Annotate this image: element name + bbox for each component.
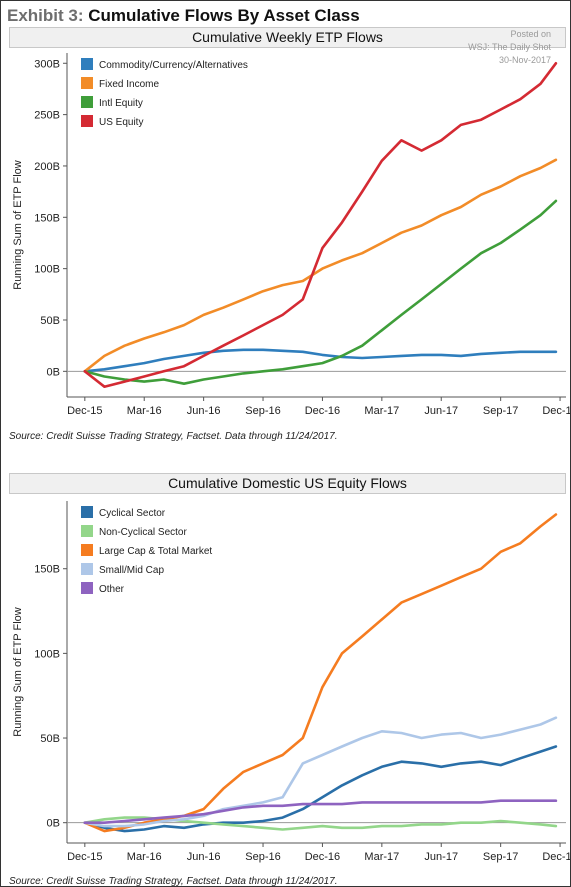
chart1-legend-label: US Equity bbox=[99, 117, 143, 128]
chart2-x-tick-label: Sep-16 bbox=[245, 851, 280, 863]
chart1-y-tick-label: 100B bbox=[34, 264, 60, 276]
chart1-x-tick-label: Dec-15 bbox=[67, 405, 102, 417]
chart1-x-tick-label: Sep-17 bbox=[483, 405, 518, 417]
chart2-x-tick-label: Dec-16 bbox=[305, 851, 340, 863]
chart1-source: Source: Credit Suisse Trading Strategy, … bbox=[9, 431, 338, 442]
chart1-y-tick-label: 250B bbox=[34, 110, 60, 122]
chart2-plot: 0B 50B 100B 150B Dec-15 Mar-16 Jun-16 Sep-16 Dec… bbox=[12, 501, 570, 863]
watermark: Posted on WSJ: The Daily Shot 30-Nov-201… bbox=[431, 28, 551, 67]
chart2-x-tick-label: Mar-17 bbox=[364, 851, 399, 863]
chart1-legend-swatch bbox=[81, 58, 93, 70]
chart2-series-cyclical-sector bbox=[83, 745, 558, 833]
chart2-source: Source: Credit Suisse Trading Strategy, … bbox=[9, 876, 338, 887]
exhibit-title: Cumulative Flows By Asset Class bbox=[88, 6, 360, 25]
chart1-x-tick-label: Jun-16 bbox=[187, 405, 221, 417]
chart2-y-tick-label: 150B bbox=[34, 564, 60, 576]
chart2-legend-swatch bbox=[81, 582, 93, 594]
chart2-x-tick-label: Jun-16 bbox=[187, 851, 221, 863]
chart1-x-tick-label: Jun-17 bbox=[424, 405, 458, 417]
chart1-x-tick-label: Dec-17 bbox=[542, 405, 570, 417]
chart2-legend-label: Small/Mid Cap bbox=[99, 565, 164, 576]
chart1-title: Cumulative Weekly ETP Flows bbox=[9, 27, 566, 48]
chart1-series-us-equity bbox=[83, 61, 558, 389]
chart1-y-tick-label: 50B bbox=[40, 315, 60, 327]
chart1-series-commodity-currency-alternatives bbox=[83, 348, 558, 373]
chart1-legend-label: Fixed Income bbox=[99, 79, 159, 90]
chart2-legend-label: Other bbox=[99, 584, 125, 595]
chart1-y-tick-label: 300B bbox=[34, 58, 60, 70]
chart2-x-tick-label: Sep-17 bbox=[483, 851, 518, 863]
chart2-series-other bbox=[83, 799, 558, 825]
chart1-series-intl-equity bbox=[83, 199, 558, 386]
chart1-y-axis-title: Running Sum of ETP Flow bbox=[12, 160, 24, 289]
chart2-x-tick-label: Dec-15 bbox=[67, 851, 102, 863]
chart2-legend-label: Large Cap & Total Market bbox=[99, 546, 212, 557]
chart1-legend-swatch bbox=[81, 77, 93, 89]
chart1-y-tick-label: 200B bbox=[34, 161, 60, 173]
chart2-y-tick-label: 0B bbox=[47, 818, 60, 830]
chart1-y-tick-label: 0B bbox=[47, 366, 60, 378]
chart2-y-tick-label: 100B bbox=[34, 648, 60, 660]
chart2-legend-label: Non-Cyclical Sector bbox=[99, 527, 187, 538]
chart1-x-tick-label: Dec-16 bbox=[305, 405, 340, 417]
chart2-legend-swatch bbox=[81, 544, 93, 556]
chart2-legend-swatch bbox=[81, 525, 93, 537]
watermark-line2: WSJ: The Daily Shot bbox=[468, 42, 551, 52]
chart2-legend-label: Cyclical Sector bbox=[99, 508, 166, 519]
chart2-y-tick-label: 50B bbox=[40, 733, 60, 745]
chart1-legend-label: Commodity/Currency/Alternatives bbox=[99, 60, 248, 71]
watermark-line1: Posted on bbox=[510, 29, 551, 39]
watermark-line3: 30-Nov-2017 bbox=[498, 55, 551, 65]
exhibit-number: Exhibit 3: bbox=[7, 6, 84, 25]
chart1-plot: 0B 50B 100B 150B 200B 250B 300B Dec-15 Mar-16 Jun… bbox=[12, 53, 570, 417]
chart1-series-fixed-income bbox=[83, 158, 558, 373]
chart1-x-tick-label: Mar-16 bbox=[127, 405, 162, 417]
chart2-series-small-mid-cap bbox=[83, 716, 558, 828]
chart2-x-tick-label: Dec-17 bbox=[542, 851, 570, 863]
chart1-legend-swatch bbox=[81, 115, 93, 127]
chart2-y-axis-title: Running Sum of ETP Flow bbox=[12, 607, 24, 736]
exhibit-header: Exhibit 3: Cumulative Flows By Asset Cla… bbox=[7, 6, 360, 28]
chart1-x-tick-label: Sep-16 bbox=[245, 405, 280, 417]
chart2-title: Cumulative Domestic US Equity Flows bbox=[9, 473, 566, 494]
chart1-x-tick-label: Mar-17 bbox=[364, 405, 399, 417]
chart2-series-large-cap-total-market bbox=[83, 513, 558, 833]
chart2-legend-swatch bbox=[81, 563, 93, 575]
chart2-x-tick-label: Mar-16 bbox=[127, 851, 162, 863]
chart1-legend-label: Intl Equity bbox=[99, 98, 143, 109]
chart1-legend-swatch bbox=[81, 96, 93, 108]
chart1-y-tick-label: 150B bbox=[34, 212, 60, 224]
chart2-x-tick-label: Jun-17 bbox=[424, 851, 458, 863]
chart2-legend-swatch bbox=[81, 506, 93, 518]
